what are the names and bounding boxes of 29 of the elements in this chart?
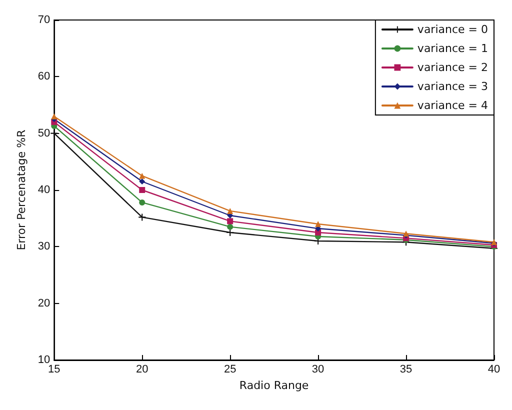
x-tick-label: 35: [400, 364, 412, 376]
point: [315, 221, 322, 227]
point: [227, 224, 234, 230]
point: [139, 187, 146, 193]
legend-label: variance = 3: [417, 80, 488, 93]
legend-label: variance = 4: [417, 99, 488, 112]
y-tick-label: 50: [38, 127, 50, 140]
point: [139, 199, 146, 206]
y-tick-label: 30: [38, 240, 50, 253]
y-tick-label: 70: [38, 14, 50, 26]
point: [51, 113, 58, 120]
y-tick-label: 10: [38, 354, 50, 366]
x-tick-label: 30: [312, 364, 324, 376]
x-axis-title: Radio Range: [239, 379, 309, 392]
y-tick-label: 60: [38, 70, 50, 83]
legend-label: variance = 1: [417, 42, 488, 55]
point: [139, 178, 146, 184]
point: [227, 218, 234, 224]
legend-label: variance = 2: [417, 61, 488, 74]
x-tick-label: 40: [488, 364, 500, 376]
y-axis-title: Error Percenatage %R: [15, 129, 28, 250]
x-tick-label: 20: [136, 364, 148, 376]
x-tick-label: 25: [224, 364, 236, 376]
point: [139, 172, 146, 179]
legend-label: variance = 0: [417, 23, 488, 36]
x-tick-label: 15: [48, 364, 60, 376]
y-tick-label: 20: [38, 297, 50, 310]
y-tick-label: 40: [38, 184, 50, 196]
point: [227, 208, 234, 214]
